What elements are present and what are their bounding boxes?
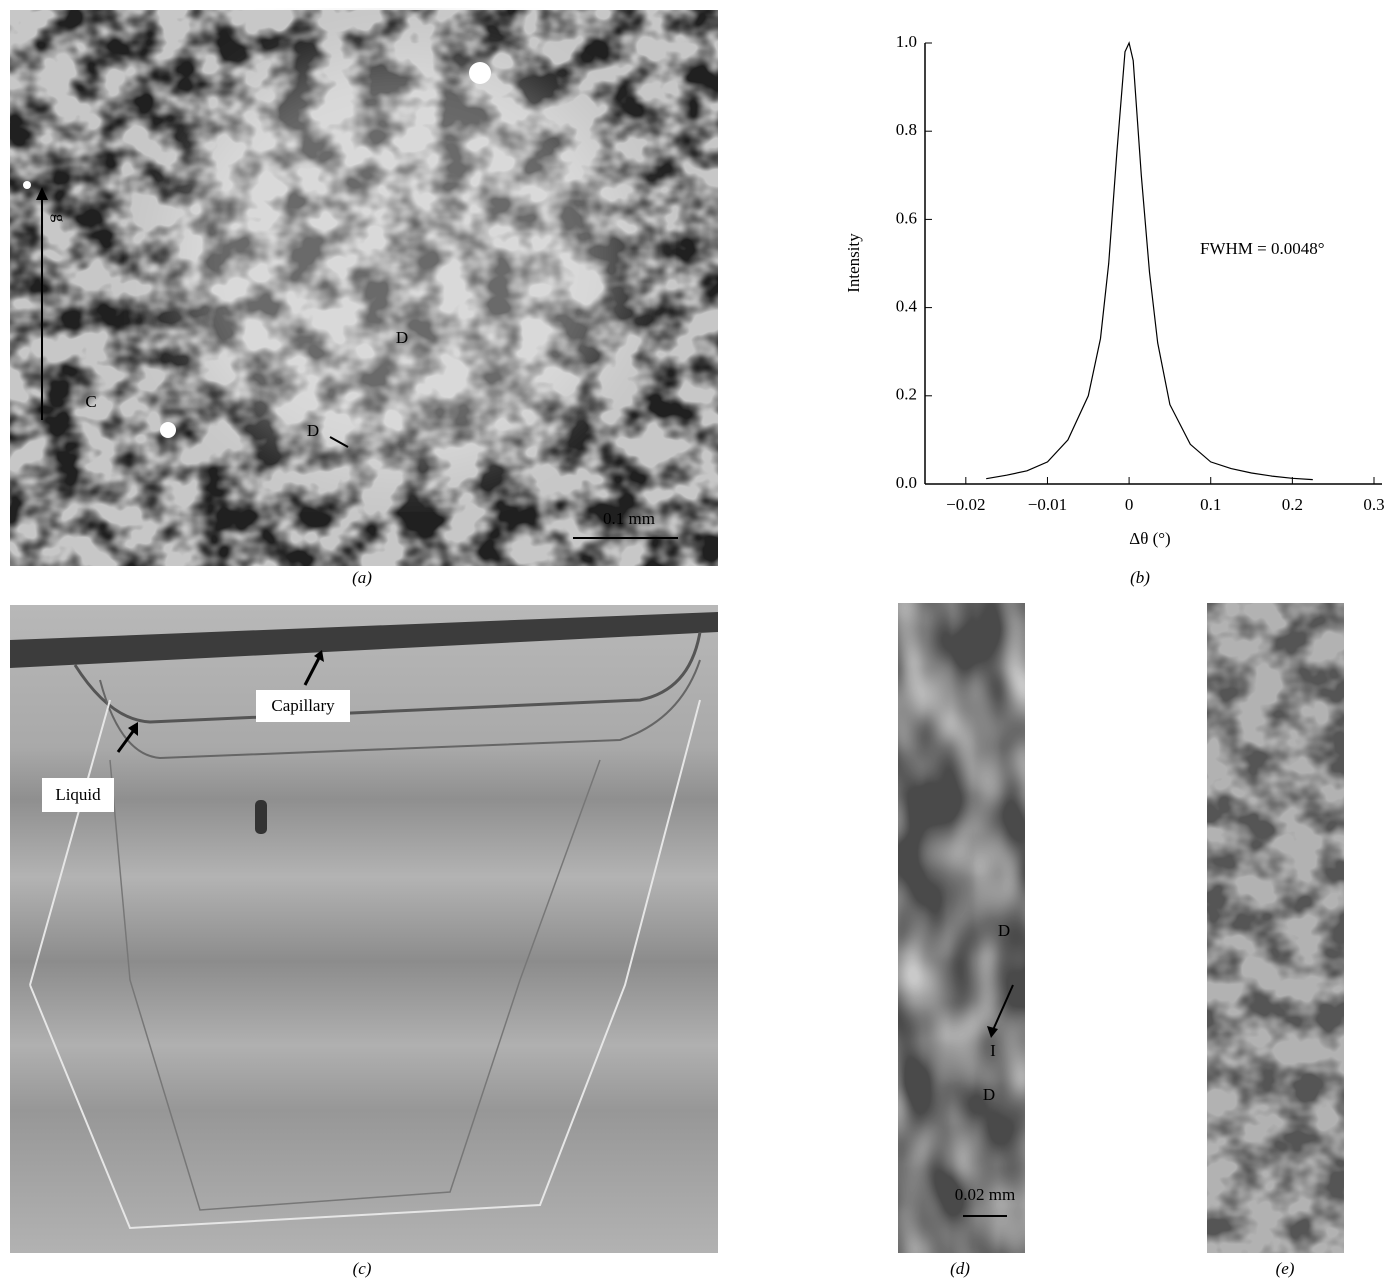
meniscus bbox=[99, 659, 701, 760]
label: D bbox=[998, 921, 1010, 940]
annotation: FWHM = 0.0048° bbox=[1200, 239, 1325, 258]
arrow-head bbox=[314, 650, 324, 662]
x-tick-label: −0.01 bbox=[1028, 495, 1067, 514]
y-tick-label: 0.0 bbox=[896, 473, 917, 492]
y-tick-label: 0.6 bbox=[896, 208, 917, 227]
label-box bbox=[42, 778, 114, 812]
label: D bbox=[396, 328, 408, 347]
panel-d: D I D 0.02 mm (d) bbox=[898, 603, 1025, 1278]
panel-c: Capillary Liquid (c) bbox=[10, 605, 718, 1278]
spot bbox=[23, 181, 31, 189]
y-axis-label: Intensity bbox=[844, 233, 863, 293]
label: D bbox=[307, 421, 319, 440]
scale-bar-label: 0.1 mm bbox=[603, 509, 655, 528]
caption: (e) bbox=[1276, 1259, 1295, 1278]
texture bbox=[10, 10, 718, 566]
y-tick-label: 0.4 bbox=[896, 297, 918, 316]
y-tick-label: 1.0 bbox=[896, 32, 917, 51]
crystal-edge bbox=[109, 759, 601, 1211]
panel-a: g D C D 0.1 mm (a) bbox=[10, 10, 718, 587]
x-tick-label: 0 bbox=[1125, 495, 1134, 514]
arrow bbox=[303, 655, 322, 686]
spot bbox=[160, 422, 176, 438]
y-tick-label: 0.8 bbox=[896, 120, 917, 139]
scale-bar-label: 0.02 mm bbox=[955, 1185, 1015, 1204]
label: I bbox=[990, 1041, 996, 1060]
meniscus bbox=[73, 631, 702, 724]
inclusion bbox=[255, 800, 267, 834]
x-axis-label: Δθ (°) bbox=[1129, 529, 1170, 548]
texture bbox=[898, 603, 1025, 1253]
x-tick-label: 0.1 bbox=[1200, 495, 1221, 514]
arrow bbox=[992, 984, 1014, 1031]
arrow-head bbox=[128, 722, 138, 736]
panel-e: (e) bbox=[1207, 603, 1344, 1278]
curve bbox=[986, 41, 1313, 481]
arrow bbox=[116, 729, 136, 753]
label: g bbox=[50, 214, 69, 223]
arrow-head bbox=[36, 187, 48, 200]
arrow-head bbox=[987, 1026, 998, 1038]
label-box bbox=[256, 690, 350, 722]
caption: (b) bbox=[1130, 568, 1150, 587]
caption: (a) bbox=[352, 568, 372, 587]
label: Capillary bbox=[271, 696, 335, 715]
capillary-wall bbox=[10, 612, 718, 668]
y-tick-label: 0.2 bbox=[896, 385, 917, 404]
panel-b: FWHM = 0.0048° Intensity Δθ (°) (b) 0.0 0… bbox=[844, 32, 1385, 587]
caption: (c) bbox=[353, 1259, 372, 1278]
x-tick-label: −0.02 bbox=[946, 495, 985, 514]
arrow bbox=[329, 436, 349, 448]
caption: (d) bbox=[950, 1259, 970, 1278]
x-tick-label: 0.2 bbox=[1282, 495, 1303, 514]
texture bbox=[1207, 603, 1344, 1253]
label: D bbox=[983, 1085, 995, 1104]
crystal-edge bbox=[29, 699, 701, 1230]
label: C bbox=[85, 392, 96, 411]
spot bbox=[469, 62, 491, 84]
label: Liquid bbox=[55, 785, 101, 804]
x-tick-label: 0.3 bbox=[1363, 495, 1384, 514]
